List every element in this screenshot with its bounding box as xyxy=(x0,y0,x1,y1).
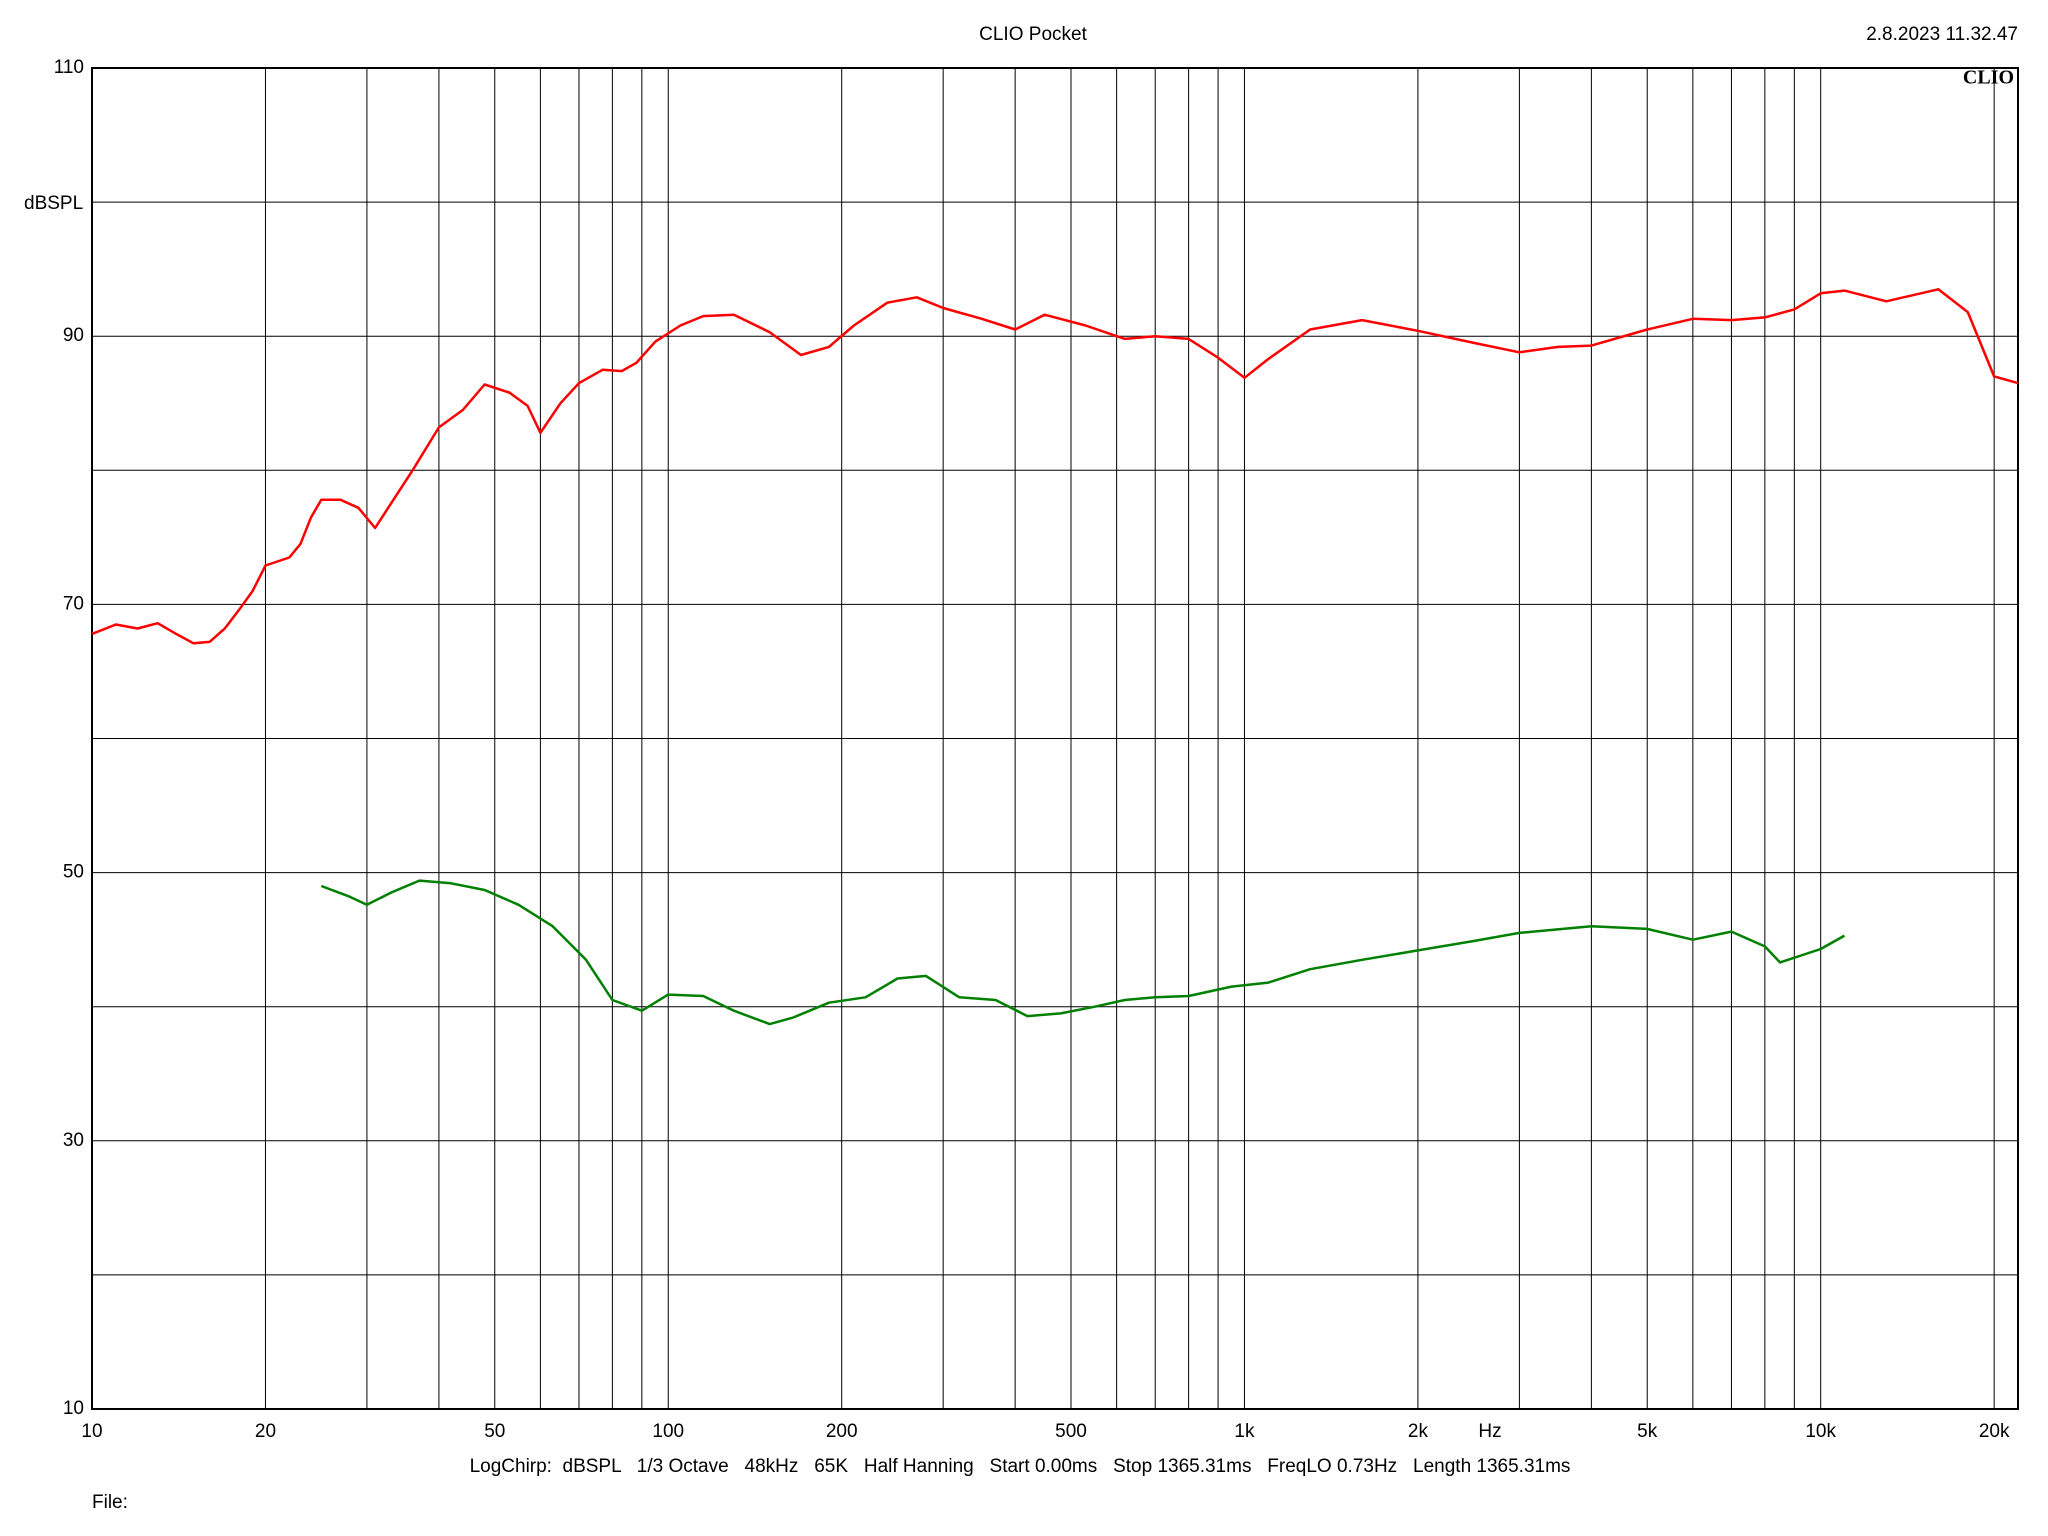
y-tick-label: 90 xyxy=(63,325,84,346)
x-tick-label: 1k xyxy=(1234,1421,1255,1442)
x-tick-label: 10k xyxy=(1805,1421,1836,1442)
y-axis-label: dBSPL xyxy=(24,193,83,214)
footer: LogChirp: dBSPL 1/3 Octave 48kHz 65K Hal… xyxy=(470,1456,1571,1477)
x-tick-label: 2k xyxy=(1408,1421,1429,1442)
y-tick-label: 70 xyxy=(63,593,84,614)
logo: CLIO xyxy=(1963,67,2014,89)
chart-title: CLIO Pocket xyxy=(979,24,1087,45)
series-line xyxy=(320,879,1846,1026)
x-tick-label: 50 xyxy=(484,1421,505,1442)
x-tick-label: 20k xyxy=(1979,1421,2010,1442)
file-label: File: xyxy=(92,1492,128,1513)
x-tick-label: 5k xyxy=(1637,1421,1658,1442)
x-tick-label: 500 xyxy=(1055,1421,1087,1442)
y-tick-label: 10 xyxy=(63,1398,84,1419)
series-line xyxy=(91,288,2019,645)
x-tick-label: 10 xyxy=(81,1421,102,1442)
x-tick-label: 20 xyxy=(255,1421,276,1442)
timestamp: 2.8.2023 11.32.47 xyxy=(1866,24,2018,45)
x-tick-label: 100 xyxy=(652,1421,684,1442)
y-tick-label: 110 xyxy=(54,57,84,78)
plot-frame xyxy=(91,67,2019,1410)
x-tick-label: 200 xyxy=(826,1421,858,1442)
y-tick-label: 50 xyxy=(63,862,84,883)
x-axis-label: Hz xyxy=(1478,1421,1501,1442)
y-tick-label: 30 xyxy=(63,1130,84,1151)
